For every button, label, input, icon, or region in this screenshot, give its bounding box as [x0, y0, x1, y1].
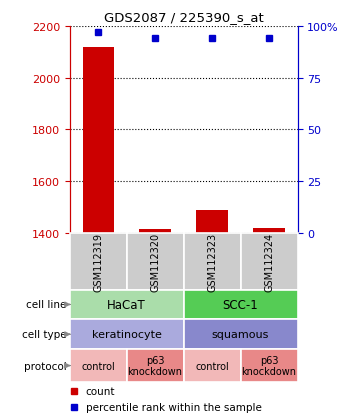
- Bar: [70, 290, 184, 320]
- Bar: [70, 320, 184, 349]
- Bar: [241, 349, 298, 382]
- Title: GDS2087 / 225390_s_at: GDS2087 / 225390_s_at: [104, 11, 264, 24]
- Text: p63
knockdown: p63 knockdown: [241, 355, 296, 376]
- Bar: [139, 230, 171, 233]
- Text: GSM112324: GSM112324: [264, 232, 274, 291]
- Bar: [70, 233, 126, 290]
- Text: keratinocyte: keratinocyte: [92, 330, 162, 339]
- Bar: [253, 228, 285, 233]
- Bar: [241, 233, 298, 290]
- Text: SCC-1: SCC-1: [223, 298, 258, 311]
- Bar: [197, 210, 228, 233]
- Text: cell type: cell type: [22, 330, 67, 339]
- Bar: [184, 320, 298, 349]
- Text: cell line: cell line: [27, 300, 67, 310]
- Text: HaCaT: HaCaT: [107, 298, 146, 311]
- Bar: [126, 233, 184, 290]
- Bar: [126, 349, 184, 382]
- Text: GSM112320: GSM112320: [150, 232, 160, 291]
- Text: GSM112319: GSM112319: [93, 232, 103, 291]
- Text: protocol: protocol: [24, 361, 67, 370]
- Text: p63
knockdown: p63 knockdown: [128, 355, 183, 376]
- Bar: [184, 290, 298, 320]
- Text: control: control: [81, 361, 115, 370]
- Bar: [184, 233, 241, 290]
- Text: GSM112323: GSM112323: [207, 232, 217, 291]
- Bar: [70, 349, 126, 382]
- Text: count: count: [86, 386, 115, 396]
- Text: percentile rank within the sample: percentile rank within the sample: [86, 402, 261, 412]
- Text: squamous: squamous: [212, 330, 269, 339]
- Text: control: control: [195, 361, 229, 370]
- Bar: [184, 349, 241, 382]
- Bar: [83, 47, 114, 233]
